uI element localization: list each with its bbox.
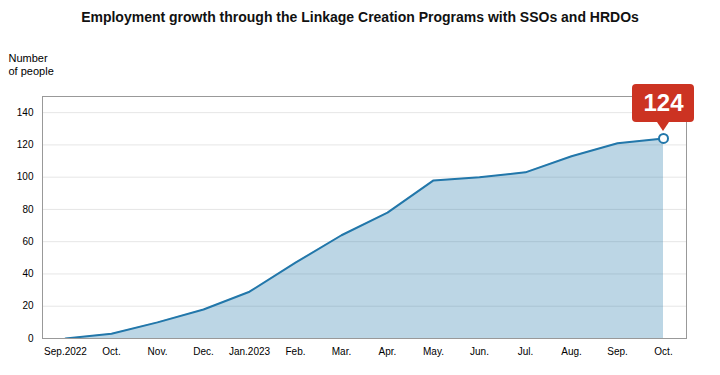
svg-text:May.: May. xyxy=(423,346,444,357)
svg-text:80: 80 xyxy=(22,204,34,215)
svg-text:Jan.2023: Jan.2023 xyxy=(229,346,271,357)
svg-text:0: 0 xyxy=(28,333,34,344)
svg-text:60: 60 xyxy=(22,236,34,247)
svg-text:Feb.: Feb. xyxy=(285,346,305,357)
svg-text:Mar.: Mar. xyxy=(332,346,351,357)
svg-text:Oct.: Oct. xyxy=(654,346,672,357)
svg-text:Jun.: Jun. xyxy=(470,346,489,357)
html-text:Employment growth through the: Employment growth through the Linkage Cr… xyxy=(81,9,639,25)
svg-text:Dec.: Dec. xyxy=(193,346,214,357)
svg-text:40: 40 xyxy=(22,268,34,279)
svg-text:Numberof people: Numberof people xyxy=(9,52,54,77)
svg-text:100: 100 xyxy=(17,172,34,183)
svg-text:20: 20 xyxy=(22,301,34,312)
svg-text:120: 120 xyxy=(17,139,34,150)
svg-text:Oct.: Oct. xyxy=(102,346,120,357)
svg-text:Sep.2022: Sep.2022 xyxy=(44,346,87,357)
svg-text:124: 124 xyxy=(643,89,684,116)
svg-text:140: 140 xyxy=(17,107,34,118)
svg-text:Jul.: Jul. xyxy=(518,346,534,357)
svg-text:Nov.: Nov. xyxy=(148,346,168,357)
svg-text:Aug.: Aug. xyxy=(561,346,582,357)
svg-text:Apr.: Apr. xyxy=(379,346,397,357)
svg-text:Sep.: Sep. xyxy=(607,346,628,357)
